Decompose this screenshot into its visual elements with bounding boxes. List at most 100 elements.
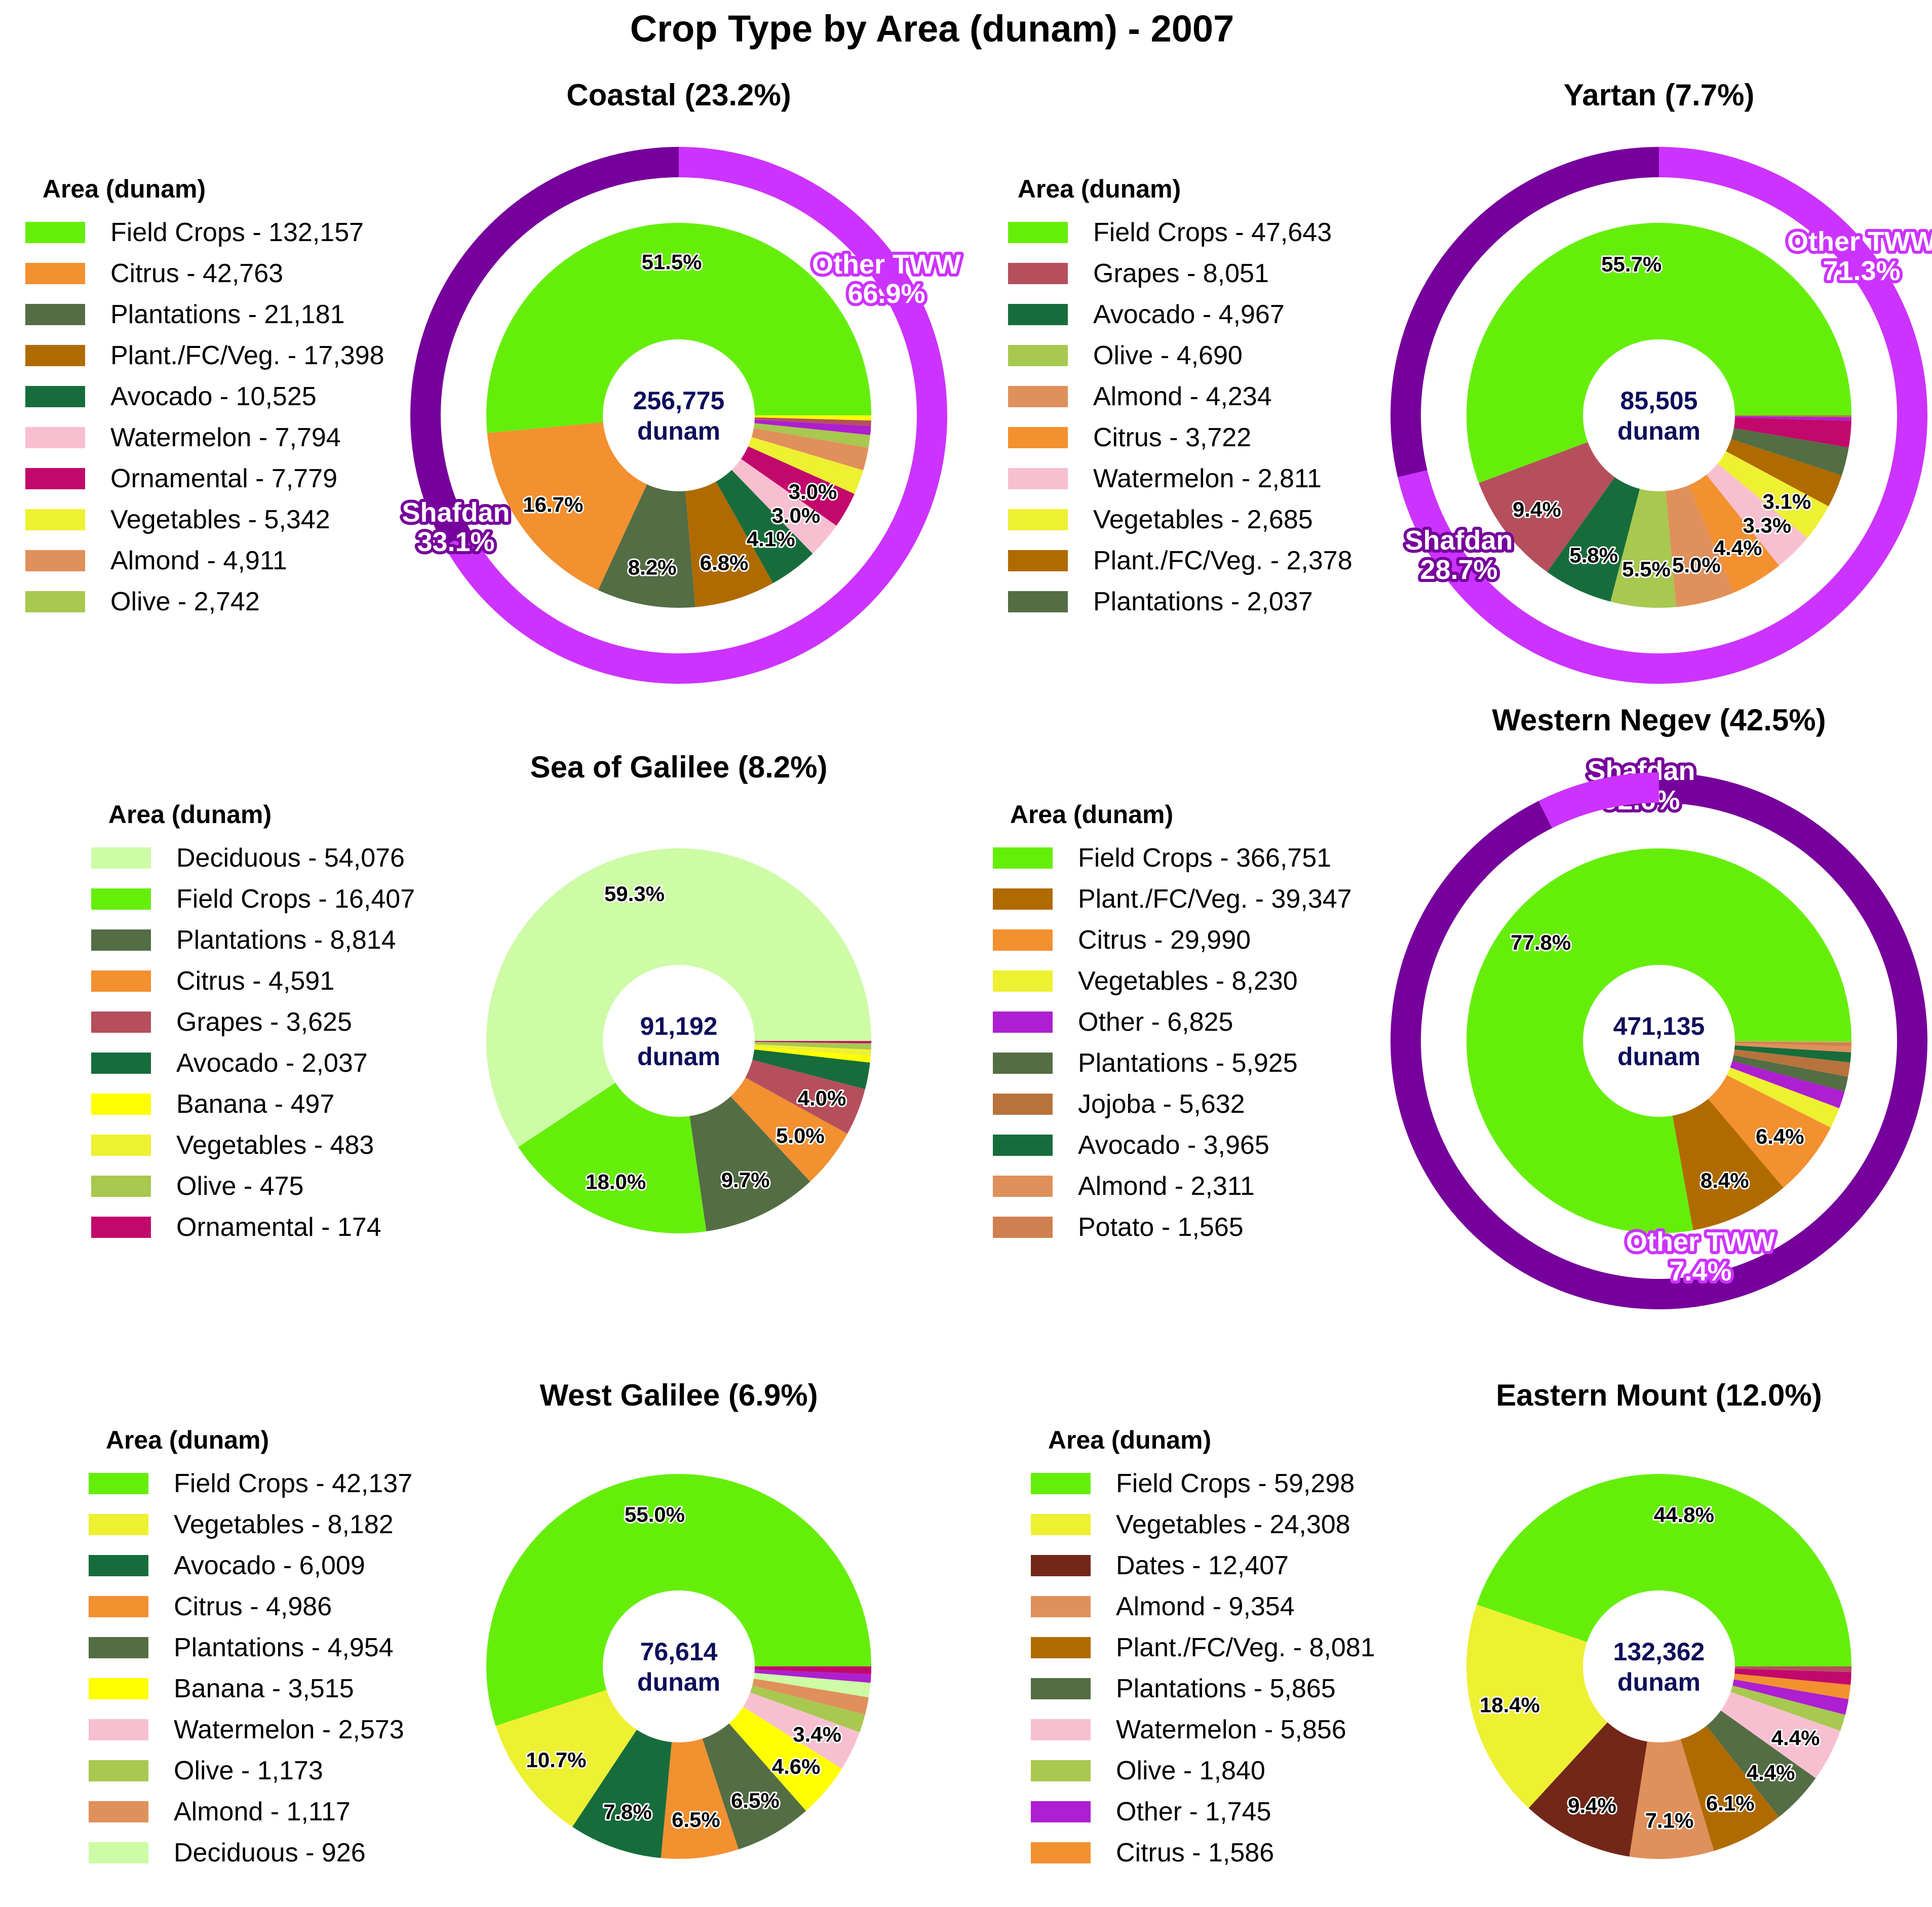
legend-item-vegetables: Vegetables - 8,182: [174, 1510, 394, 1539]
legend-item-avocado: Avocado - 6,009: [174, 1551, 365, 1580]
legend-item-field-crops: Field Crops - 42,137: [174, 1469, 412, 1498]
panel-title: Eastern Mount (12.0%): [1496, 1378, 1822, 1412]
legend-swatch-ornamental: [91, 1217, 151, 1238]
slice-label-field-crops: 77.8%: [1511, 930, 1571, 954]
legend-swatch-plantations: [91, 929, 151, 951]
center-total: 256,775: [633, 386, 725, 415]
legend-item-olive: Olive - 4,690: [1093, 341, 1243, 370]
legend-swatch-banana: [91, 1094, 151, 1115]
legend-swatch-field-crops: [89, 1473, 148, 1494]
legend-swatch-dates: [1031, 1555, 1091, 1576]
legend-swatch-deciduous: [91, 847, 151, 869]
legend-swatch-almond: [89, 1801, 148, 1822]
slice-label-ornamental: 3.0%: [789, 480, 837, 503]
legend-swatch-grapes: [1008, 263, 1068, 284]
pie-slice-field-crops: [1477, 1474, 1851, 1666]
legend-swatch-vegetables: [91, 1135, 151, 1156]
slice-label-field-crops: 55.0%: [625, 1503, 685, 1527]
legend-item-plantations: Plantations - 4,954: [174, 1633, 394, 1662]
legend-swatch-field-crops: [1031, 1473, 1091, 1494]
legend-swatch-almond: [25, 550, 85, 571]
legend-item-plantations: Plantations - 5,865: [1116, 1674, 1336, 1703]
legend-swatch-citrus: [25, 263, 85, 284]
legend-swatch-avocado: [89, 1555, 148, 1576]
center-unit: dunam: [637, 1668, 720, 1696]
ring-label-shafdan: Shafdan 33.1%: [402, 497, 510, 557]
legend-item-deciduous: Deciduous - 54,076: [176, 843, 405, 873]
legend-swatch-plantations: [25, 304, 85, 325]
legend-item-plantations: Plantations - 5,925: [1078, 1048, 1298, 1078]
legend-swatch-plant-fc-veg: [993, 888, 1053, 910]
legend-swatch-jojoba: [993, 1094, 1053, 1115]
donut-hole: [1583, 339, 1735, 491]
legend-swatch-other: [993, 1011, 1053, 1033]
legend-swatch-plantations: [1008, 591, 1068, 612]
legend-title: Area (dunam): [106, 1426, 269, 1454]
slice-label-avocado: 4.1%: [747, 527, 795, 551]
ring-label-other-tww: Other TWW 66.9%: [812, 249, 961, 309]
legend-swatch-watermelon: [1031, 1719, 1091, 1740]
legend-item-olive: Olive - 1,173: [174, 1756, 323, 1785]
slice-label-olive: 5.5%: [1622, 557, 1671, 581]
legend-item-avocado: Avocado - 3,965: [1078, 1131, 1269, 1160]
legend-title: Area (dunam): [1018, 175, 1181, 203]
legend-item-olive: Olive - 2,742: [110, 587, 260, 616]
legend-item-banana: Banana - 3,515: [174, 1674, 354, 1703]
pie-panel-eastern-mount-12-0: Eastern Mount (12.0%) 44.8% 18.4% 9.4% 7.1% 6…: [1031, 1378, 1851, 1867]
pie-panel-coastal-23-2: Coastal (23.2%) 51.5% 16.7% 8.2% 6.8%4.1% 3.0…: [25, 78, 964, 684]
slice-label-vegetables: 18.4%: [1480, 1693, 1540, 1717]
legend-swatch-watermelon: [89, 1719, 148, 1740]
slice-label-field-crops: 51.5%: [641, 250, 702, 274]
legend-title: Area (dunam): [1048, 1426, 1211, 1454]
center-total: 471,135: [1613, 1012, 1705, 1040]
legend-swatch-olive: [25, 591, 85, 612]
ring-label-other-tww: Other TWW 7.4%: [1626, 1227, 1775, 1287]
donut-hole: [603, 965, 755, 1117]
legend-item-almond: Almond - 1,117: [174, 1797, 351, 1826]
figure-title: Crop Type by Area (dunam) - 2007: [630, 8, 1234, 50]
legend-swatch-olive: [89, 1760, 148, 1781]
slice-label-avocado: 5.8%: [1569, 543, 1618, 567]
legend-item-citrus: Citrus - 4,986: [174, 1592, 332, 1621]
slice-label-plant-fc-veg: 6.1%: [1706, 1791, 1755, 1815]
slice-label-almond: 7.1%: [1645, 1808, 1694, 1832]
legend-item-dates: Dates - 12,407: [1116, 1551, 1289, 1580]
center-unit: dunam: [1617, 417, 1701, 445]
tww-ring-other-tww: [1538, 772, 1659, 828]
legend-item-potato: Potato - 1,565: [1078, 1213, 1244, 1242]
slice-label-grapes: 4.0%: [798, 1086, 846, 1110]
slice-label-vegetables: 10.7%: [526, 1748, 586, 1772]
slice-label-plantations: 4.4%: [1747, 1761, 1795, 1784]
legend-item-almond: Almond - 9,354: [1116, 1592, 1295, 1621]
legend-swatch-plant-fc-veg: [25, 345, 85, 366]
donut-hole: [603, 339, 755, 491]
pie-slice-almond: [1629, 1666, 1714, 1859]
legend-swatch-vegetables: [993, 970, 1053, 992]
legend-item-plantations: Plantations - 8,814: [176, 925, 396, 955]
slice-label-deciduous: 59.3%: [604, 882, 665, 906]
slice-label-plantations: 8.2%: [628, 555, 677, 579]
legend-swatch-citrus: [993, 929, 1053, 951]
legend-swatch-field-crops: [25, 222, 85, 243]
legend-item-plant-fc-veg: Plant./FC/Veg. - 39,347: [1078, 884, 1352, 914]
slice-label-plantations: 6.5%: [731, 1788, 780, 1812]
legend-item-watermelon: Watermelon - 2,811: [1093, 464, 1322, 493]
legend-item-field-crops: Field Crops - 132,157: [110, 218, 364, 247]
legend-item-plant-fc-veg: Plant./FC/Veg. - 8,081: [1116, 1633, 1375, 1662]
donut-hole: [1583, 965, 1735, 1117]
legend-swatch-vegetables: [1008, 509, 1068, 530]
legend-item-olive: Olive - 1,840: [1116, 1756, 1265, 1785]
legend-swatch-banana: [89, 1678, 148, 1699]
legend-swatch-olive: [1008, 345, 1068, 366]
legend-swatch-vegetables: [1031, 1514, 1091, 1535]
legend-item-plant-fc-veg: Plant./FC/Veg. - 17,398: [110, 341, 384, 370]
legend-swatch-vegetables: [25, 509, 85, 530]
legend-item-jojoba: Jojoba - 5,632: [1078, 1089, 1245, 1119]
slice-label-field-crops: 44.8%: [1654, 1503, 1714, 1527]
donut-hole: [1583, 1590, 1735, 1742]
legend-item-almond: Almond - 2,311: [1078, 1172, 1255, 1201]
legend-item-citrus: Citrus - 42,763: [110, 259, 283, 288]
legend-title: Area (dunam): [43, 175, 206, 203]
legend-swatch-grapes: [91, 1011, 151, 1033]
legend-item-almond: Almond - 4,234: [1093, 382, 1272, 411]
